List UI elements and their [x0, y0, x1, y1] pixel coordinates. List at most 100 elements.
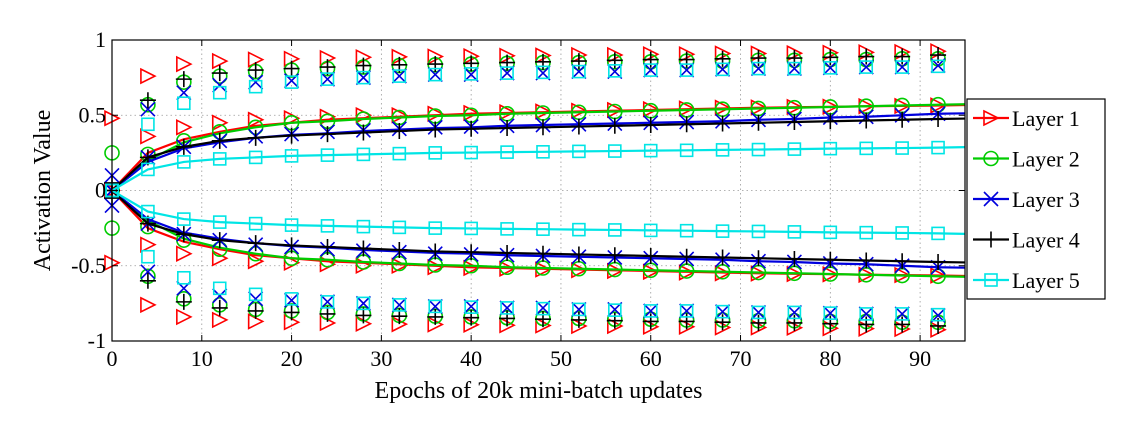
mean-marker	[428, 221, 443, 235]
mean-marker	[679, 223, 694, 238]
std-marker	[319, 294, 336, 310]
std-marker	[464, 300, 478, 314]
mean-marker	[643, 223, 658, 238]
std-marker	[608, 303, 622, 317]
mean-marker	[714, 249, 731, 266]
std-marker	[320, 295, 335, 309]
std-marker	[212, 77, 228, 93]
mean-marker	[319, 126, 336, 143]
legend-label: Layer 5	[1012, 268, 1080, 293]
std-marker	[248, 291, 264, 307]
std-marker	[248, 79, 263, 94]
std-marker	[500, 301, 514, 315]
mean-marker	[177, 155, 191, 169]
x-tick-label: 40	[460, 346, 482, 371]
std-marker	[823, 61, 838, 75]
mean-marker	[464, 145, 478, 160]
mean-marker	[715, 224, 730, 238]
mean-marker	[678, 116, 695, 133]
std-marker	[499, 65, 515, 81]
mean-marker	[355, 240, 372, 257]
std-marker	[931, 59, 945, 74]
mean-marker	[930, 111, 947, 128]
mean-marker	[391, 123, 408, 140]
mean-marker	[750, 250, 767, 267]
std-marker	[894, 59, 910, 75]
std-marker	[822, 60, 838, 76]
mean-marker	[894, 253, 911, 270]
mean-marker	[463, 120, 480, 137]
std-marker	[141, 249, 155, 264]
legend-item: Layer 2	[973, 147, 1080, 172]
mean-marker	[859, 225, 874, 240]
std-marker	[247, 302, 264, 319]
mean-marker	[247, 129, 264, 146]
mean-marker	[715, 143, 730, 157]
mean-marker	[140, 236, 157, 253]
std-marker	[211, 311, 229, 329]
std-marker	[859, 60, 874, 74]
std-marker	[284, 292, 299, 306]
mean-marker	[608, 223, 622, 237]
mean-marker	[283, 127, 300, 144]
std-marker	[679, 62, 695, 78]
x-tick-label: 50	[550, 346, 572, 371]
mean-marker	[211, 232, 228, 249]
std-marker	[140, 101, 156, 117]
y-tick-label: 0.5	[79, 102, 107, 127]
mean-marker	[895, 141, 909, 155]
std-marker	[211, 65, 228, 82]
std-marker	[212, 288, 228, 304]
mean-marker	[786, 114, 803, 131]
mean-marker	[822, 251, 839, 268]
mean-marker	[284, 149, 299, 163]
std-marker	[643, 63, 658, 77]
std-marker	[211, 52, 229, 70]
std-marker	[248, 74, 264, 90]
legend-label: Layer 3	[1012, 187, 1080, 212]
std-marker	[679, 304, 694, 318]
std-marker	[176, 55, 193, 73]
std-marker	[392, 69, 407, 83]
mean-marker	[356, 147, 371, 162]
legend-label: Layer 4	[1012, 228, 1080, 253]
std-marker	[175, 71, 192, 88]
mean-marker	[320, 148, 335, 162]
std-marker	[643, 304, 658, 318]
mean-marker	[572, 222, 586, 237]
mean-marker	[570, 246, 587, 263]
std-marker	[140, 296, 157, 314]
std-marker	[499, 300, 515, 316]
mean-marker	[500, 145, 514, 159]
std-marker	[428, 67, 443, 82]
legend: Layer 1 Layer 2 Layer 3 Layer 4 Layer 5	[966, 98, 1106, 300]
mean-marker	[247, 111, 265, 129]
mean-marker	[931, 140, 945, 155]
x-axis-label: Epochs of 20k mini-batch updates	[375, 378, 703, 404]
std-marker	[679, 303, 695, 319]
mean-marker	[141, 204, 155, 219]
mean-marker	[319, 238, 336, 255]
legend-label: Layer 2	[1012, 147, 1080, 172]
mean-marker	[895, 226, 909, 240]
series-line-positive	[111, 103, 966, 192]
std-marker	[500, 66, 514, 80]
std-marker	[139, 272, 156, 289]
mean-marker	[572, 144, 586, 159]
std-marker	[248, 287, 263, 302]
mean-marker	[499, 244, 516, 261]
std-marker	[391, 68, 407, 84]
series-line-positive	[111, 146, 966, 192]
std-marker	[283, 304, 300, 321]
mean-marker	[427, 243, 444, 260]
std-marker	[894, 306, 910, 322]
mean-marker	[248, 150, 263, 165]
x-tick-label: 80	[819, 346, 841, 371]
mean-marker	[356, 219, 371, 234]
std-marker	[283, 60, 300, 77]
mean-marker	[212, 215, 227, 229]
mean-marker	[859, 141, 874, 156]
mean-marker	[212, 152, 227, 166]
std-marker	[751, 61, 766, 76]
